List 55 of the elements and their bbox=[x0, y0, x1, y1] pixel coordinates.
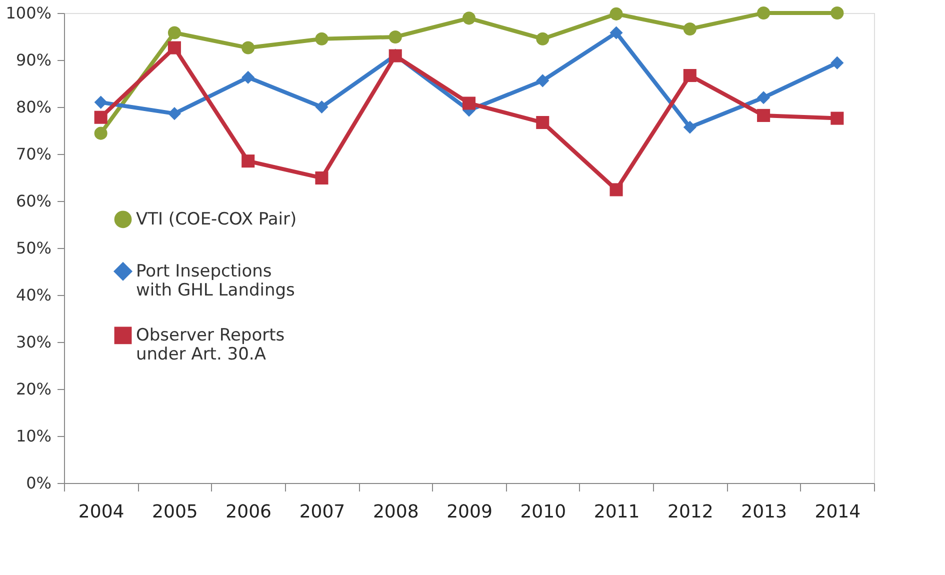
x-tick-label: 2010 bbox=[520, 502, 566, 522]
point bbox=[610, 183, 623, 196]
point bbox=[168, 107, 181, 120]
x-tick-label: 2013 bbox=[741, 502, 787, 522]
x-tick-label: 2005 bbox=[152, 502, 198, 522]
point bbox=[242, 41, 255, 54]
point bbox=[757, 6, 770, 20]
point bbox=[94, 126, 108, 140]
point bbox=[315, 32, 328, 46]
y-tick-label: 50% bbox=[16, 238, 52, 258]
y-tick-label: 0% bbox=[26, 474, 52, 492]
point bbox=[315, 100, 328, 114]
x-tick-label: 2009 bbox=[446, 502, 492, 522]
point bbox=[757, 108, 770, 122]
x-tick-label: 2004 bbox=[78, 502, 124, 522]
point bbox=[610, 26, 623, 40]
y-tick-label: 70% bbox=[16, 144, 52, 164]
x-tick-label: 2006 bbox=[226, 502, 272, 522]
point bbox=[94, 96, 108, 109]
legend-label: VTI (COE-COX Pair) bbox=[136, 209, 297, 230]
point bbox=[683, 120, 696, 134]
point bbox=[388, 30, 402, 44]
point bbox=[94, 110, 108, 124]
point bbox=[830, 112, 844, 125]
y-tick-label: 100% bbox=[6, 4, 52, 22]
point bbox=[683, 22, 696, 36]
point bbox=[242, 154, 255, 168]
y-tick-label: 30% bbox=[16, 332, 52, 352]
point bbox=[168, 41, 181, 54]
x-tick-label: 2008 bbox=[372, 502, 419, 522]
y-tick-label: 90% bbox=[16, 50, 52, 70]
point bbox=[536, 74, 550, 88]
legend-label: Observer Reports under Art. 30.A bbox=[136, 325, 285, 364]
y-tick-label: 80% bbox=[16, 98, 52, 116]
y-tick-label: 60% bbox=[16, 192, 52, 210]
point bbox=[315, 171, 328, 184]
point bbox=[830, 6, 844, 20]
y-tick-label: 40% bbox=[16, 286, 52, 304]
point bbox=[462, 96, 476, 110]
point bbox=[242, 70, 255, 84]
y-tick-label: 10% bbox=[16, 426, 52, 446]
point bbox=[757, 91, 770, 104]
point bbox=[536, 32, 550, 46]
x-tick-label: 2011 bbox=[594, 502, 640, 522]
point bbox=[830, 56, 844, 70]
x-tick-label: 2014 bbox=[814, 502, 861, 522]
x-tick-label: 2012 bbox=[668, 502, 714, 522]
point bbox=[683, 68, 696, 82]
legend-label: Port Insepctions with GHL Landings bbox=[136, 261, 296, 300]
point bbox=[462, 12, 476, 25]
point bbox=[536, 116, 550, 130]
point bbox=[168, 26, 181, 40]
x-tick-label: 2007 bbox=[299, 502, 346, 522]
y-tick-label: 20% bbox=[16, 380, 52, 398]
point bbox=[610, 7, 623, 20]
